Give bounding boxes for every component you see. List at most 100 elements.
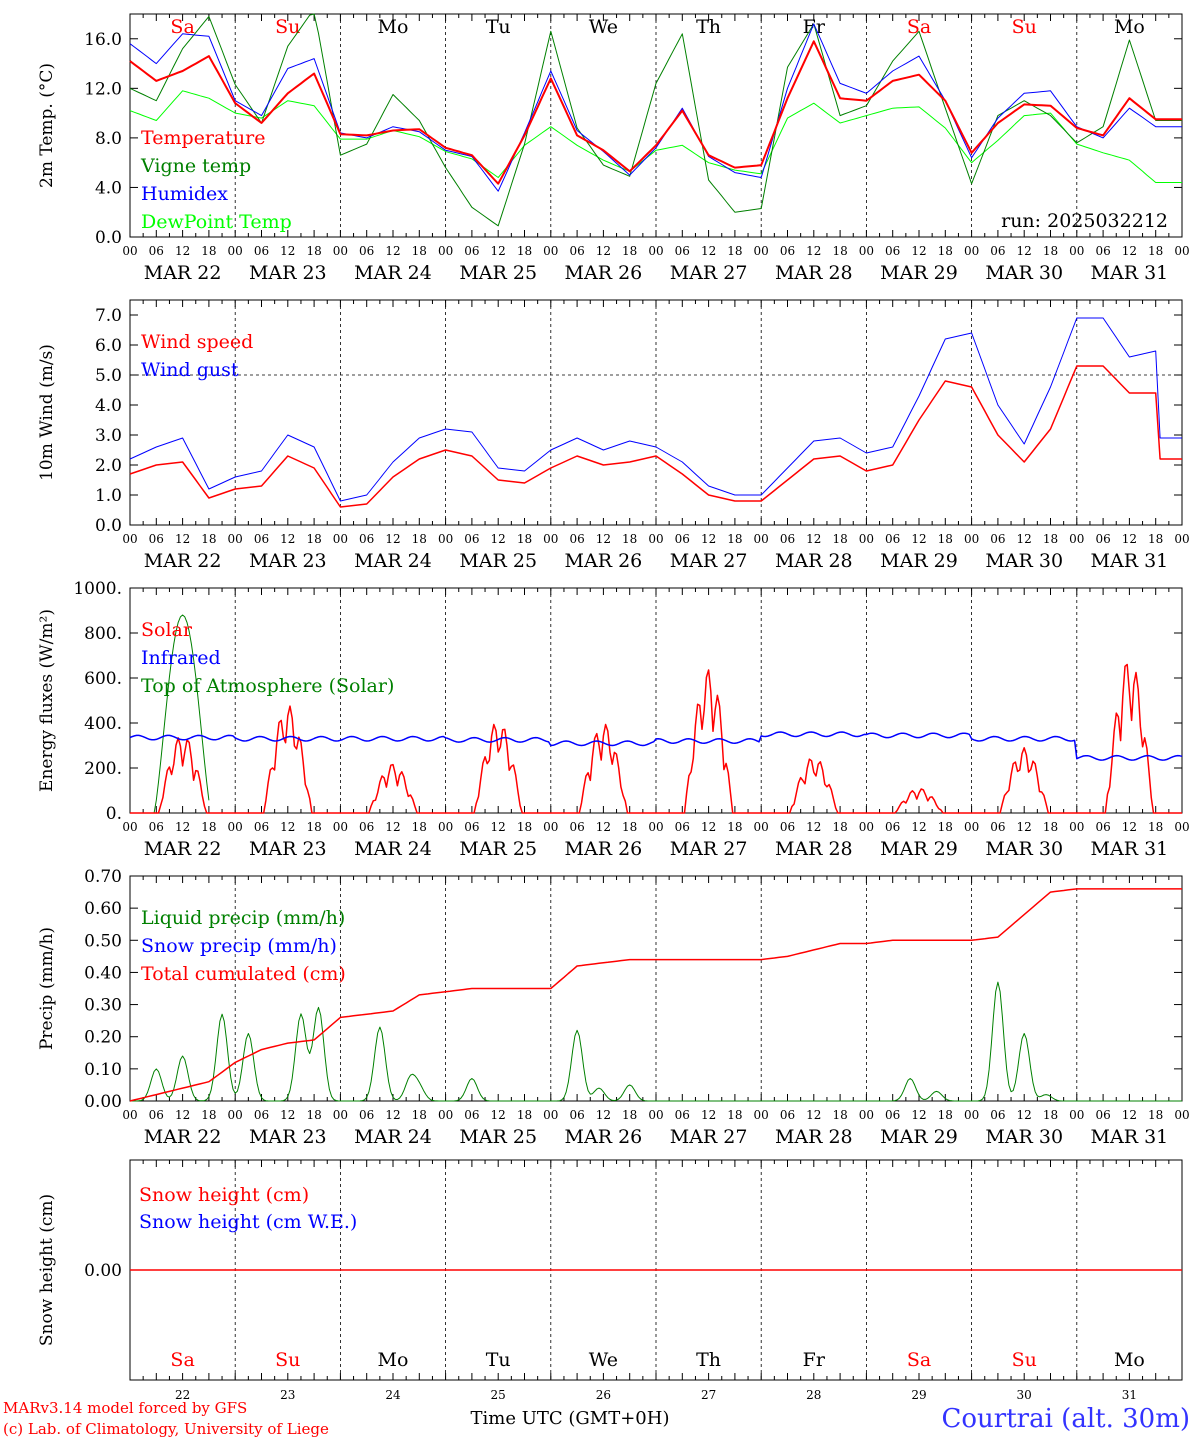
date-label: MAR 25 xyxy=(459,1126,537,1148)
hour-label: 00 xyxy=(228,1108,243,1122)
hour-label: 18 xyxy=(1148,244,1163,258)
hour-label: 12 xyxy=(175,820,190,834)
y-tick-label: 0.20 xyxy=(84,1028,122,1048)
hour-label: 06 xyxy=(675,532,690,546)
y-axis-label: 2m Temp. (°C) xyxy=(37,63,57,188)
hour-label: 18 xyxy=(727,1108,742,1122)
hour-label: 06 xyxy=(990,532,1005,546)
hour-label: 18 xyxy=(622,532,637,546)
hour-label: 12 xyxy=(280,820,295,834)
weekday-label: Fr xyxy=(803,1349,826,1371)
hour-label: 06 xyxy=(464,820,479,834)
hour-label: 06 xyxy=(359,1108,374,1122)
hour-label: 18 xyxy=(622,1108,637,1122)
y-tick-label: 0.10 xyxy=(84,1060,122,1080)
weekday-label: Su xyxy=(275,1349,300,1371)
hour-label: 18 xyxy=(832,244,847,258)
date-label: MAR 31 xyxy=(1091,838,1169,860)
hour-label: 12 xyxy=(1017,532,1032,546)
hour-label: 18 xyxy=(201,1108,216,1122)
date-label: MAR 29 xyxy=(880,838,958,860)
weekday-label: Mo xyxy=(378,1349,409,1371)
legend-entry: Wind speed xyxy=(141,331,253,353)
hour-label: 12 xyxy=(1017,820,1032,834)
y-tick-label: 12.0 xyxy=(84,79,122,99)
hour-label: 06 xyxy=(1095,1108,1110,1122)
hour-label: 18 xyxy=(412,532,427,546)
y-tick-label: 5.0 xyxy=(95,366,122,386)
hour-label: 06 xyxy=(254,820,269,834)
date-label: MAR 29 xyxy=(880,1126,958,1148)
hour-label: 18 xyxy=(1043,532,1058,546)
hour-label: 06 xyxy=(1095,244,1110,258)
hour-label: 00 xyxy=(438,244,453,258)
weekday-label: Sa xyxy=(907,16,931,38)
hour-label: 06 xyxy=(149,1108,164,1122)
panel-5: Snow height (cm) 0.00 Snow height (cm) Snow… xyxy=(37,1159,1183,1402)
hour-label: 00 xyxy=(648,244,663,258)
hour-label: 06 xyxy=(885,1108,900,1122)
hour-label: 06 xyxy=(464,244,479,258)
series-line xyxy=(129,13,1182,227)
hour-label: 12 xyxy=(491,1108,506,1122)
hour-label: 00 xyxy=(333,820,348,834)
date-label: MAR 30 xyxy=(985,262,1063,284)
y-tick-label: 0.0 xyxy=(95,516,122,536)
series-line xyxy=(130,614,210,814)
legend-entry: Snow height (cm W.E.) xyxy=(139,1211,357,1233)
hour-label: 06 xyxy=(675,820,690,834)
panel-3: Energy fluxes (W/m²) 00 06 12 18 MAR 22 00 06 12… xyxy=(37,579,1190,860)
day-number-label: 23 xyxy=(280,1388,295,1402)
legend-entry: Snow height (cm) xyxy=(139,1184,309,1206)
weekday-label: Mo xyxy=(1114,1349,1145,1371)
hour-label: 00 xyxy=(1174,244,1189,258)
series-line xyxy=(130,981,1182,1102)
hour-label: 00 xyxy=(964,820,979,834)
y-tick-label: 0.0 xyxy=(95,228,122,248)
hour-label: 18 xyxy=(938,244,953,258)
hour-label: 18 xyxy=(412,244,427,258)
y-tick-label: 16.0 xyxy=(84,30,122,50)
series-line xyxy=(130,663,1182,814)
day-number-label: 30 xyxy=(1017,1388,1032,1402)
hour-label: 06 xyxy=(1095,820,1110,834)
hour-label: 00 xyxy=(333,532,348,546)
hour-label: 18 xyxy=(306,244,321,258)
weekday-label: Sa xyxy=(170,16,194,38)
hour-label: 06 xyxy=(254,1108,269,1122)
hour-label: 00 xyxy=(543,820,558,834)
weekday-label: Su xyxy=(275,16,300,38)
weekday-label: Tu xyxy=(486,16,511,38)
weekday-label: We xyxy=(589,1349,618,1371)
hour-label: 18 xyxy=(727,244,742,258)
hour-label: 18 xyxy=(1043,1108,1058,1122)
hour-label: 18 xyxy=(1148,820,1163,834)
hour-label: 12 xyxy=(175,244,190,258)
date-label: MAR 31 xyxy=(1091,1126,1169,1148)
legend-entry: Temperature xyxy=(141,127,265,149)
y-tick-label: 6.0 xyxy=(95,336,122,356)
hour-label: 18 xyxy=(517,1108,532,1122)
date-label: MAR 24 xyxy=(354,262,432,284)
hour-label: 06 xyxy=(885,532,900,546)
legend-entry: Humidex xyxy=(141,183,228,205)
y-tick-label: 0.40 xyxy=(84,963,122,983)
series-line xyxy=(129,317,1182,502)
hour-label: 12 xyxy=(175,1108,190,1122)
hour-label: 18 xyxy=(938,532,953,546)
hour-label: 06 xyxy=(885,820,900,834)
hour-label: 18 xyxy=(306,820,321,834)
hour-label: 00 xyxy=(1069,1108,1084,1122)
legend-entry: Wind gust xyxy=(141,359,239,381)
hour-label: 00 xyxy=(648,820,663,834)
hour-label: 00 xyxy=(438,1108,453,1122)
hour-label: 12 xyxy=(596,1108,611,1122)
hour-label: 00 xyxy=(859,820,874,834)
hour-label: 00 xyxy=(754,820,769,834)
hour-label: 12 xyxy=(1122,1108,1137,1122)
hour-label: 18 xyxy=(201,244,216,258)
hour-label: 18 xyxy=(517,532,532,546)
date-label: MAR 25 xyxy=(459,262,537,284)
hour-label: 00 xyxy=(1174,820,1189,834)
day-number-label: 22 xyxy=(175,1388,190,1402)
